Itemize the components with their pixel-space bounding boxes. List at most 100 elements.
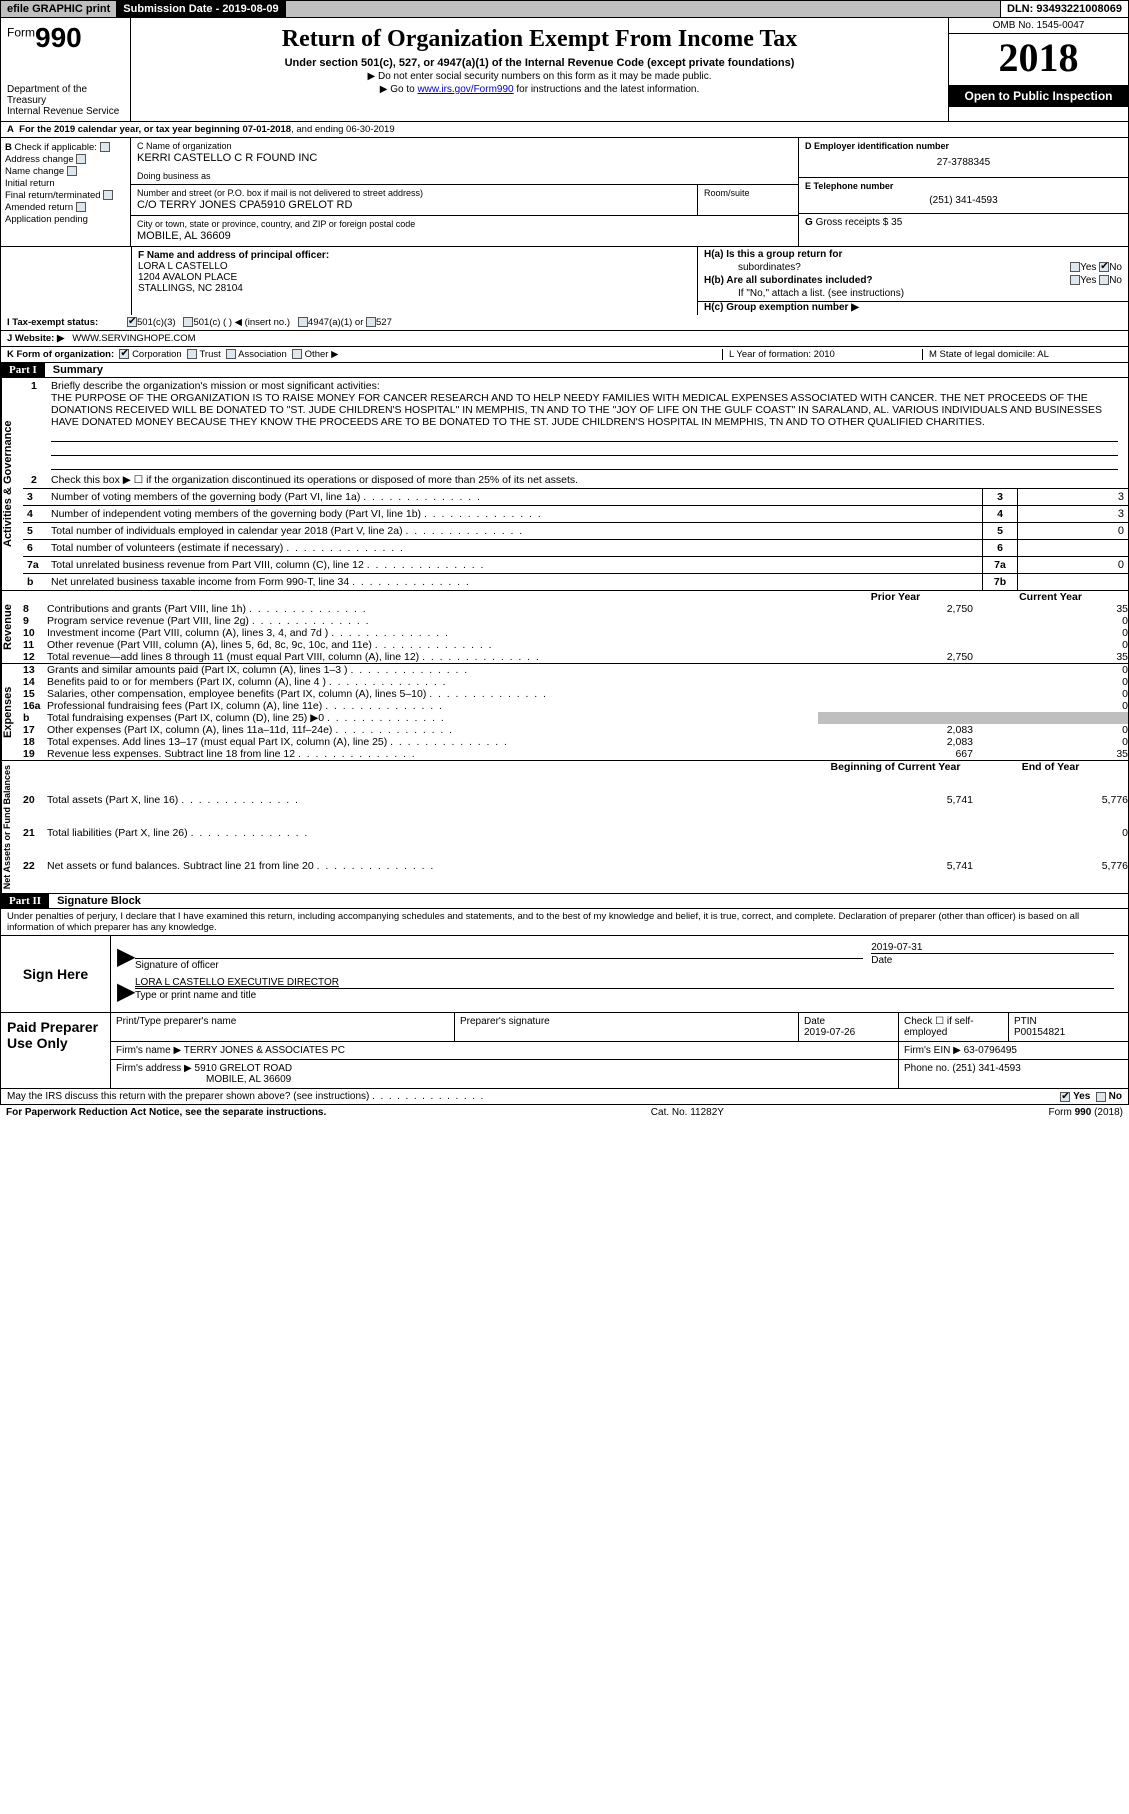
- prep-date-label: Date: [804, 1016, 825, 1027]
- ln-val: 3: [1018, 488, 1128, 505]
- part2-label: Part II: [1, 894, 49, 908]
- sig-name-cell: LORA L CASTELLO EXECUTIVE DIRECTOR Type …: [135, 977, 1114, 1006]
- box-m: M State of legal domicile: AL: [922, 349, 1122, 360]
- ln-num: 15: [23, 688, 47, 700]
- ln-num: 21: [23, 827, 47, 860]
- hc-row: H(c) Group exemption number ▶: [698, 301, 1128, 315]
- side-label-revenue: Revenue: [1, 591, 23, 663]
- checkbox-icon[interactable]: [226, 349, 236, 359]
- checkbox-icon[interactable]: [187, 349, 197, 359]
- checkbox-checked-icon[interactable]: [1099, 262, 1109, 272]
- checkbox-icon[interactable]: [298, 317, 308, 327]
- checkbox-icon[interactable]: [366, 317, 376, 327]
- firm-name: TERRY JONES & ASSOCIATES PC: [184, 1045, 345, 1056]
- prior-val: 5,741: [818, 860, 973, 893]
- side-label-balance: Net Assets or Fund Balances: [1, 761, 23, 893]
- ln-text: Benefits paid to or for members (Part IX…: [47, 676, 818, 688]
- ein-value: 27-3788345: [805, 151, 1122, 174]
- current-val: 0: [973, 700, 1128, 712]
- checkbox-icon[interactable]: [67, 166, 77, 176]
- ln-text: Contributions and grants (Part VIII, lin…: [47, 603, 818, 615]
- discuss-yesno: Yes No: [972, 1091, 1122, 1102]
- officer-name: LORA L CASTELLO: [138, 261, 228, 272]
- b-label: Address change: [5, 154, 74, 165]
- form-header-right: OMB No. 1545-0047 2018 Open to Public In…: [948, 18, 1128, 121]
- checkbox-checked-icon[interactable]: [119, 349, 129, 359]
- firm-ein: 63-0796495: [964, 1045, 1017, 1056]
- ptin-cell: PTINP00154821: [1008, 1013, 1128, 1041]
- ln-num: 3: [23, 488, 47, 505]
- dln-label: DLN: 93493221008069: [1001, 1, 1128, 17]
- ln-text: Total expenses. Add lines 13–17 (must eq…: [47, 736, 818, 748]
- ln-num: b: [23, 712, 47, 724]
- checkbox-icon[interactable]: [292, 349, 302, 359]
- checkbox-checked-icon[interactable]: [127, 317, 137, 327]
- hdr-spacer: [23, 591, 47, 603]
- part1-header: Part I Summary: [0, 363, 1129, 378]
- checkbox-icon[interactable]: [183, 317, 193, 327]
- checkbox-icon[interactable]: [103, 190, 113, 200]
- prior-val: [818, 712, 973, 724]
- expenses-section: Expenses 13 Grants and similar amounts p…: [0, 664, 1129, 761]
- ln-num: 19: [23, 748, 47, 760]
- balance-section: Net Assets or Fund Balances Beginning of…: [0, 761, 1129, 894]
- prior-val: [818, 664, 973, 676]
- ln-num: 10: [23, 627, 47, 639]
- ln-num: 4: [23, 505, 47, 522]
- prior-val: 667: [818, 748, 973, 760]
- firm-addr2: MOBILE, AL 36609: [116, 1074, 291, 1085]
- officer-addr1: 1204 AVALON PLACE: [138, 272, 237, 283]
- efile-label[interactable]: efile GRAPHIC print: [1, 1, 117, 17]
- checkbox-icon[interactable]: [1070, 275, 1080, 285]
- part1-title: Summary: [45, 364, 103, 376]
- ln-num: 5: [23, 522, 47, 539]
- note-2: ▶ Go to www.irs.gov/Form990 for instruct…: [135, 84, 944, 95]
- current-val: 0: [973, 627, 1128, 639]
- form-no-footer: Form 990 (2018): [1049, 1107, 1123, 1118]
- g-label: G: [805, 217, 813, 228]
- sig-date-cell: 2019-07-31 Date: [871, 942, 1114, 971]
- part2-header: Part II Signature Block: [0, 894, 1129, 909]
- boxes-deg: D Employer identification number 27-3788…: [798, 138, 1128, 246]
- current-val: 0: [973, 827, 1128, 860]
- calendar-year-row: A For the 2019 calendar year, or tax yea…: [0, 122, 1129, 138]
- summary-line: 3 Number of voting members of the govern…: [23, 488, 1128, 505]
- form-header-left: Form990 Department of the Treasury Inter…: [1, 18, 131, 121]
- checkbox-icon[interactable]: [1099, 275, 1109, 285]
- sig-officer-label: Signature of officer: [135, 958, 863, 971]
- b-label: Application pending: [5, 214, 88, 225]
- checkbox-checked-icon[interactable]: [1060, 1092, 1070, 1102]
- paid-preparer-label: Paid Preparer Use Only: [1, 1013, 111, 1088]
- l1-body: THE PURPOSE OF THE ORGANIZATION IS TO RA…: [51, 392, 1102, 428]
- checkbox-icon[interactable]: [1096, 1092, 1106, 1102]
- box-e: E Telephone number (251) 341-4593: [799, 178, 1128, 214]
- checkbox-icon[interactable]: [76, 202, 86, 212]
- tax-year: 2018: [949, 34, 1128, 85]
- ha2-label: subordinates?: [738, 262, 801, 273]
- footer-discuss: May the IRS discuss this return with the…: [0, 1089, 1129, 1105]
- ln-ref: 5: [982, 522, 1018, 539]
- phone-label: E Telephone number: [805, 181, 893, 191]
- box-k: K Form of organization: Corporation Trus…: [7, 349, 722, 360]
- prior-val: [818, 627, 973, 639]
- ln-num: 13: [23, 664, 47, 676]
- ln-val: [1018, 573, 1128, 590]
- current-val: 35: [973, 748, 1128, 760]
- prior-val: [818, 676, 973, 688]
- hdr-spacer: [23, 761, 47, 794]
- ln-text: Investment income (Part VIII, column (A)…: [47, 627, 818, 639]
- prior-val: 2,083: [818, 736, 973, 748]
- ln-val: [1018, 539, 1128, 556]
- ln-val: 0: [1018, 522, 1128, 539]
- checkbox-icon[interactable]: [1070, 262, 1080, 272]
- side-label-governance: Activities & Governance: [1, 378, 23, 590]
- checkbox-icon[interactable]: [76, 154, 86, 164]
- irs-link[interactable]: www.irs.gov/Form990: [417, 84, 513, 95]
- hb-note: If "No," attach a list. (see instruction…: [698, 288, 1128, 301]
- check-final-return: Final return/terminated: [5, 190, 126, 201]
- checkbox-icon[interactable]: [100, 142, 110, 152]
- firm-ein-cell: Firm's EIN ▶ 63-0796495: [898, 1042, 1128, 1059]
- prior-val: 2,750: [818, 651, 973, 663]
- ln-text: Total assets (Part X, line 16): [47, 794, 818, 827]
- no-label: No: [1109, 262, 1122, 273]
